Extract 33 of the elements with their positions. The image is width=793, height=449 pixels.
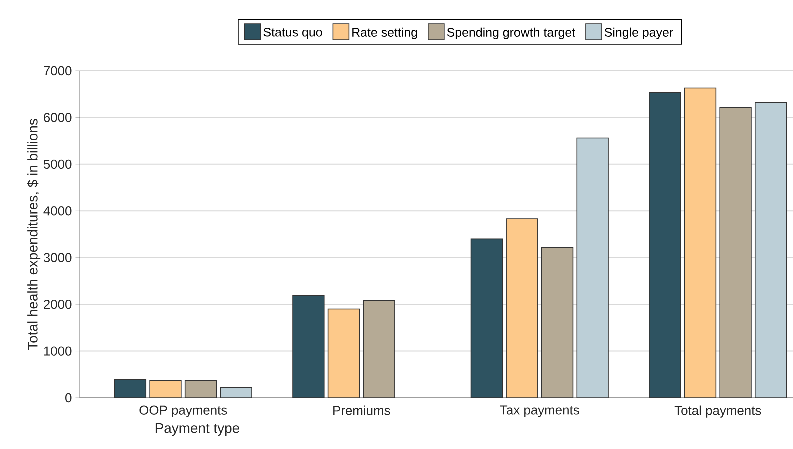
bar — [720, 108, 752, 398]
x-tick-label: OOP payments — [140, 406, 228, 418]
bar — [328, 308, 360, 398]
y-tick-label: 4000 — [44, 206, 72, 216]
y-tick-label: 3000 — [44, 253, 72, 262]
bar — [754, 102, 788, 398]
legend-label: Rate setting — [352, 28, 418, 40]
y-axis-title: Total health expenditures, $ in billions — [27, 119, 41, 350]
bar — [541, 247, 574, 398]
bar — [470, 238, 504, 398]
bar — [184, 380, 218, 398]
bar — [363, 300, 396, 398]
bar — [220, 387, 252, 398]
y-tick-label: 2000 — [44, 300, 72, 310]
x-tick-label: Total payments — [674, 406, 762, 418]
bar — [114, 379, 147, 398]
legend-label: Spending growth target — [447, 28, 576, 40]
y-tick-label: 6000 — [44, 113, 72, 122]
legend-label: Status quo — [264, 28, 322, 40]
x-tick-label: Premiums — [334, 406, 390, 416]
legend-label: Single payer — [604, 28, 674, 40]
bar — [576, 138, 609, 398]
bar — [649, 92, 682, 398]
y-tick-label: 1000 — [44, 346, 72, 356]
x-tick-label: Tax payments — [500, 406, 580, 418]
y-tick-label: 0 — [66, 393, 72, 403]
bar — [150, 380, 182, 398]
bar — [684, 88, 717, 398]
bar — [506, 218, 538, 398]
y-tick-label: 7000 — [44, 66, 72, 76]
x-axis-title: Payment type — [156, 424, 240, 436]
bar — [292, 295, 325, 398]
y-tick-label: 5000 — [44, 160, 72, 170]
